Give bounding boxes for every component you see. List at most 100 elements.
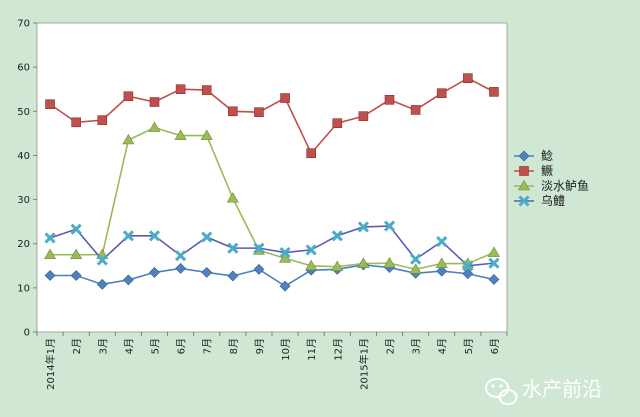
x-tick-label: 4月	[437, 338, 449, 354]
y-tick-label: 0	[24, 328, 30, 339]
data-point	[410, 253, 422, 265]
data-point	[45, 99, 55, 110]
data-point	[435, 257, 448, 268]
data-point	[383, 257, 396, 268]
legend-item: 鳜	[514, 164, 553, 178]
data-point	[148, 230, 161, 242]
data-point	[463, 73, 473, 83]
x-tick-label: 6月	[489, 338, 501, 354]
data-point	[227, 270, 239, 282]
y-tick-label: 20	[17, 239, 30, 250]
data-point	[462, 260, 474, 272]
data-point	[175, 263, 187, 274]
data-point	[70, 270, 82, 281]
data-point	[358, 111, 369, 121]
data-point	[201, 231, 213, 243]
legend-marker	[517, 179, 531, 191]
legend-label: 鲶	[541, 149, 553, 163]
x-tick-label: 6月	[176, 338, 188, 354]
plot-area	[36, 22, 508, 333]
x-tick-label: 2月	[385, 338, 397, 354]
data-point	[383, 220, 396, 232]
series-layer	[44, 73, 500, 292]
data-point	[279, 280, 291, 292]
legend-marker	[518, 195, 530, 207]
y-tick-label: 30	[17, 195, 30, 206]
data-point	[487, 246, 500, 257]
data-point	[71, 117, 81, 128]
x-tick-label: 5月	[463, 338, 475, 354]
data-point	[175, 250, 187, 262]
data-point	[96, 254, 108, 266]
x-tick-label: 11月	[306, 338, 318, 361]
data-point	[201, 85, 212, 95]
data-point	[227, 242, 239, 254]
x-tick-label: 10月	[280, 338, 292, 361]
data-point	[70, 248, 83, 260]
data-point	[331, 260, 344, 271]
legend-item: 鲶	[514, 149, 553, 163]
data-point	[331, 230, 343, 242]
legend-marker	[518, 150, 530, 162]
data-point	[44, 270, 56, 281]
data-point	[488, 274, 500, 285]
data-point	[122, 133, 135, 145]
y-tick-label: 50	[17, 107, 30, 118]
legend-label: 乌鳢	[541, 193, 565, 208]
data-point	[175, 84, 186, 95]
data-point	[253, 263, 265, 275]
x-tick-label: 2014年1月	[44, 338, 57, 390]
legend-label: 鳜	[541, 164, 553, 178]
x-tick-label: 9月	[254, 338, 266, 354]
data-point	[253, 242, 265, 254]
y-axis: 0 10 20 30 40 50 60 70	[17, 19, 37, 339]
x-tick-label: 2月	[71, 338, 83, 354]
data-point	[409, 263, 422, 274]
data-point	[332, 118, 343, 129]
watermark: 水产前沿	[485, 377, 602, 405]
data-point	[384, 95, 395, 105]
data-point	[489, 87, 499, 97]
y-tick-label: 70	[17, 19, 30, 30]
data-point	[123, 91, 134, 102]
data-point	[436, 265, 448, 277]
data-point	[488, 257, 500, 269]
data-point	[306, 148, 316, 159]
series-3	[44, 220, 500, 272]
data-point	[174, 129, 187, 140]
y-tick-label: 60	[17, 63, 30, 74]
data-point	[149, 97, 160, 107]
series-1	[45, 73, 499, 159]
x-tick-label: 5月	[150, 338, 162, 354]
series-line	[50, 126, 495, 271]
data-point	[200, 129, 213, 140]
data-point	[305, 244, 317, 256]
data-point	[436, 88, 447, 98]
x-tick-label: 8月	[228, 338, 240, 354]
wechat-icon	[485, 378, 518, 405]
data-point	[201, 266, 213, 278]
data-point	[357, 257, 370, 268]
data-point	[226, 192, 239, 203]
data-point	[44, 232, 56, 244]
x-tick-label: 2015年1月	[357, 338, 370, 390]
data-point	[122, 274, 134, 286]
data-point	[436, 235, 448, 248]
x-tick-label: 12月	[332, 338, 344, 361]
legend-label: 淡水鲈鱼	[541, 179, 589, 193]
data-point	[122, 230, 134, 242]
data-point	[357, 221, 369, 233]
x-tick-label: 7月	[202, 338, 214, 354]
data-point	[149, 266, 160, 278]
legend-item: 淡水鲈鱼	[514, 179, 589, 193]
y-tick-label: 10	[17, 283, 30, 294]
data-point	[228, 106, 238, 117]
data-point	[280, 93, 290, 103]
data-point	[44, 248, 57, 260]
data-point	[96, 278, 108, 290]
data-point	[279, 246, 291, 259]
x-tick-label: 3月	[97, 338, 109, 354]
watermark-text: 水产前沿	[522, 377, 602, 401]
